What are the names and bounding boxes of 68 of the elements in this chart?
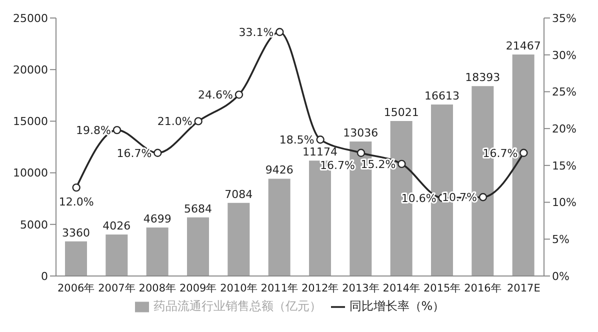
y2-tick-label: 15% [552,159,576,172]
bar [228,202,250,276]
y2-tick-label: 35% [552,12,576,25]
x-tick-label: 2011年 [260,282,299,294]
point [398,160,406,168]
x-tick-label: 2014年 [382,282,421,294]
point [112,126,122,134]
bar [268,178,290,276]
data-label: 18.5% [279,134,314,147]
point [194,117,202,126]
data-label: 16.7% [116,146,152,160]
data-label: 10.6% [401,192,436,205]
bar [146,228,168,276]
x-tick-label: 2016年 [464,282,502,294]
x-tick-label: 2008年 [138,282,177,294]
y-tick-label: 20000 [13,64,48,77]
x-tick-label: 2006年 [57,282,96,294]
data-label: 16.7% [482,146,518,160]
data-label: 13036 [343,126,378,140]
x-tick-label: 2009年 [179,282,218,294]
y2-tick-label: 30% [552,48,576,62]
y-tick-label: 5000 [20,218,48,232]
x-tick-label: 2017E [506,282,540,294]
y2-tick-label: 25% [552,86,576,99]
data-label: 4699 [143,212,172,226]
bar [187,217,209,276]
data-label: 9426 [265,164,294,177]
data-label: 15021 [384,106,419,119]
y-tick-label: 25000 [13,12,48,25]
y2-tick-label: 5% [552,233,570,246]
data-label: 24.6% [198,88,233,102]
data-label: 21467 [506,39,541,52]
point [356,148,366,157]
point [520,148,528,157]
point [72,183,80,192]
bar [65,241,87,276]
data-label: 19.8% [76,124,111,138]
data-label: 33.1% [238,26,274,40]
point [276,28,284,36]
bar [106,234,128,276]
data-label: 16.7% [320,158,355,172]
legend-label: 同比增长率（%） [349,299,445,313]
point [316,136,324,144]
x-tick-label: 2010年 [220,282,258,294]
y2-tick-label: 20% [552,122,576,136]
x-tick-label: 2013年 [342,282,380,294]
data-label: 3360 [62,226,90,240]
x-tick-label: 2015年 [423,282,462,294]
data-label: 15.2% [360,158,396,171]
x-tick-label: 2012年 [301,282,340,294]
x-tick-label: 2007年 [98,282,136,294]
data-label: 21.0% [157,115,192,128]
data-label: 5684 [184,202,212,216]
point [154,148,162,157]
y-tick-label: 15000 [13,115,48,128]
data-label: 18393 [465,71,500,84]
data-label: 11174 [302,146,338,159]
y-tick-label: 10000 [13,166,48,180]
legend-label: 药品流通行业销售总额（亿元） [153,299,322,313]
data-label: 7084 [224,188,253,201]
y-tick-label: 0 [41,270,48,283]
data-label: 16613 [424,90,460,103]
y2-tick-label: 10% [552,196,576,210]
point [234,90,244,99]
data-label: 12.0% [58,196,94,209]
point [478,193,488,202]
data-label: 4026 [102,219,131,232]
y2-tick-label: 0% [552,270,570,283]
